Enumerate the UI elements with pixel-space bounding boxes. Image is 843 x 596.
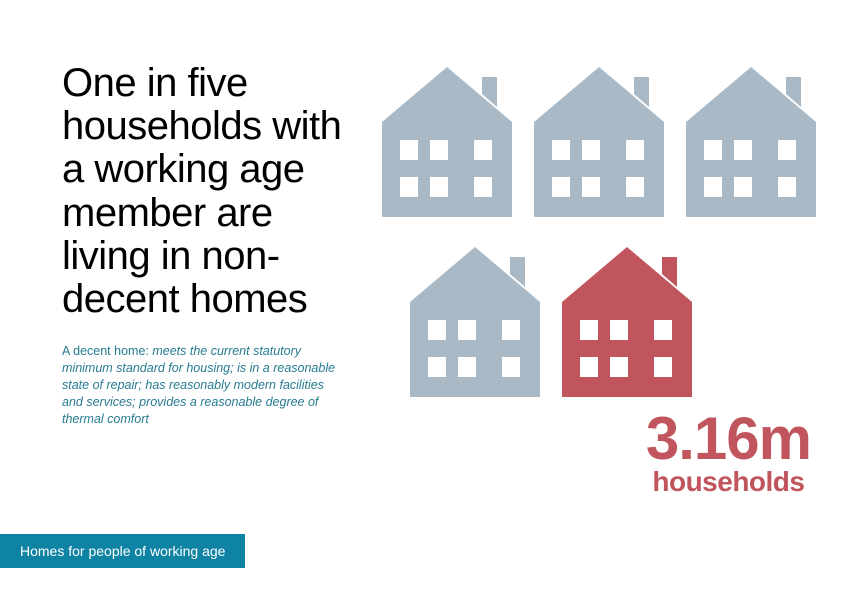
headline-text: One in five households with a working ag… xyxy=(62,62,342,321)
house-icon xyxy=(390,242,560,402)
definition-text: A decent home: meets the current statuto… xyxy=(62,343,342,427)
houses-row-top xyxy=(362,62,836,222)
footer-badge: Homes for people of working age xyxy=(0,534,245,568)
house-icon xyxy=(514,62,684,222)
houses-row-bottom xyxy=(390,242,836,402)
statistic: 3.16m households xyxy=(646,412,811,498)
house-icon xyxy=(542,242,712,402)
stat-label: households xyxy=(646,466,811,498)
stat-number: 3.16m xyxy=(646,412,811,466)
definition-lead: A decent home: xyxy=(62,344,152,358)
house-icon xyxy=(666,62,836,222)
house-icon xyxy=(362,62,532,222)
